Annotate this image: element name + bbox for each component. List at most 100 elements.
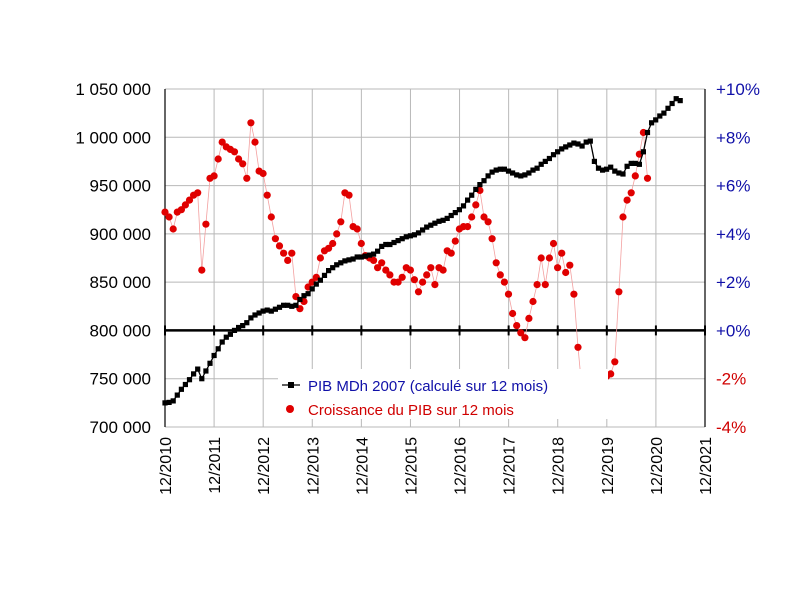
gdp-point: [244, 320, 250, 326]
gdp-point: [497, 166, 503, 172]
growth-point: [386, 271, 394, 279]
gdp-point: [330, 265, 336, 271]
growth-point: [464, 223, 472, 231]
growth-point: [619, 213, 627, 221]
gdp-point: [170, 398, 176, 404]
gdp-point: [505, 168, 512, 174]
gdp-point: [477, 182, 483, 188]
growth-series: [161, 119, 652, 409]
growth-point: [394, 278, 402, 286]
growth-point: [566, 261, 574, 269]
gdp-point: [636, 161, 642, 167]
gdp-point: [530, 167, 536, 173]
growth-point: [500, 278, 508, 286]
gdp-point: [460, 203, 467, 209]
gdp-point: [326, 268, 332, 274]
gdp-point: [371, 251, 377, 257]
gdp-point: [199, 376, 205, 382]
growth-point: [243, 174, 251, 182]
gdp-point: [587, 138, 593, 144]
gdp-point: [616, 170, 622, 176]
gdp-point: [248, 315, 254, 321]
left-tick-label: 750 000: [90, 370, 151, 389]
growth-point: [357, 239, 365, 248]
gdp-point: [186, 377, 193, 383]
left-tick-label: 1 050 000: [75, 80, 151, 99]
gdp-point: [440, 217, 446, 223]
growth-point: [468, 213, 476, 221]
gdp-point: [677, 98, 683, 104]
growth-point: [259, 169, 267, 178]
growth-point: [398, 273, 406, 281]
gdp-point: [191, 371, 197, 377]
gdp-point: [268, 308, 274, 314]
gdp-point: [285, 302, 291, 308]
growth-point: [480, 213, 488, 221]
gdp-point: [432, 220, 438, 226]
growth-point: [325, 244, 333, 252]
growth-point: [439, 266, 447, 274]
growth-point: [537, 254, 545, 262]
gdp-point: [546, 155, 552, 162]
gdp-point: [481, 178, 487, 184]
gdp-point: [399, 236, 405, 242]
left-tick-label: 950 000: [90, 177, 151, 196]
gdp-point: [624, 163, 630, 169]
gdp-point: [456, 207, 462, 213]
legend-growth-marker: [286, 405, 294, 413]
growth-point: [554, 264, 562, 272]
gdp-point: [236, 324, 242, 331]
gdp-point: [366, 252, 373, 258]
growth-point: [427, 264, 435, 272]
right-tick-label: -2%: [716, 370, 746, 389]
gdp-point: [379, 243, 385, 249]
gdp-point: [281, 302, 287, 308]
gdp-point: [534, 165, 540, 171]
gdp-point: [219, 339, 225, 345]
gdp-point: [395, 238, 401, 244]
growth-point: [623, 196, 631, 204]
gdp-point: [657, 113, 663, 119]
right-tick-label: -4%: [716, 418, 746, 437]
gdp-point: [305, 291, 311, 297]
gdp-point: [559, 146, 565, 152]
growth-point: [484, 218, 492, 226]
gdp-point: [628, 160, 634, 166]
gdp-point: [391, 239, 397, 246]
growth-point: [488, 235, 496, 243]
growth-point: [288, 249, 296, 257]
growth-point: [177, 206, 185, 214]
growth-point: [378, 259, 386, 267]
growth-point: [419, 278, 427, 286]
gdp-point: [256, 310, 262, 316]
gdp-point: [571, 140, 577, 146]
growth-point: [627, 189, 635, 197]
x-tick-label: 12/2017: [502, 437, 519, 495]
gdp-point: [260, 308, 266, 314]
gdp-point: [350, 256, 356, 262]
gdp-point: [174, 392, 180, 398]
gdp-point: [297, 296, 303, 303]
gdp-point: [321, 272, 328, 278]
gdp-point: [428, 222, 434, 228]
right-tick-label: +8%: [716, 128, 751, 147]
growth-point: [558, 249, 566, 257]
gdp-point: [600, 167, 606, 173]
gdp-point: [338, 260, 344, 266]
growth-point: [508, 309, 517, 318]
left-tick-label: 900 000: [90, 225, 151, 244]
growth-point: [472, 201, 480, 209]
gdp-point: [231, 327, 238, 333]
gdp-point: [518, 173, 524, 179]
gdp-point: [387, 241, 393, 248]
gdp-point: [162, 400, 168, 406]
gdp-point: [595, 165, 602, 171]
gdp-point: [608, 164, 614, 170]
growth-point: [525, 314, 533, 322]
growth-point: [504, 290, 513, 298]
gdp-point: [591, 158, 597, 164]
right-tick-label: +2%: [716, 273, 751, 292]
gdp-point: [358, 254, 364, 260]
x-tick-label: 12/2018: [551, 437, 568, 495]
gdp-point: [526, 170, 532, 176]
